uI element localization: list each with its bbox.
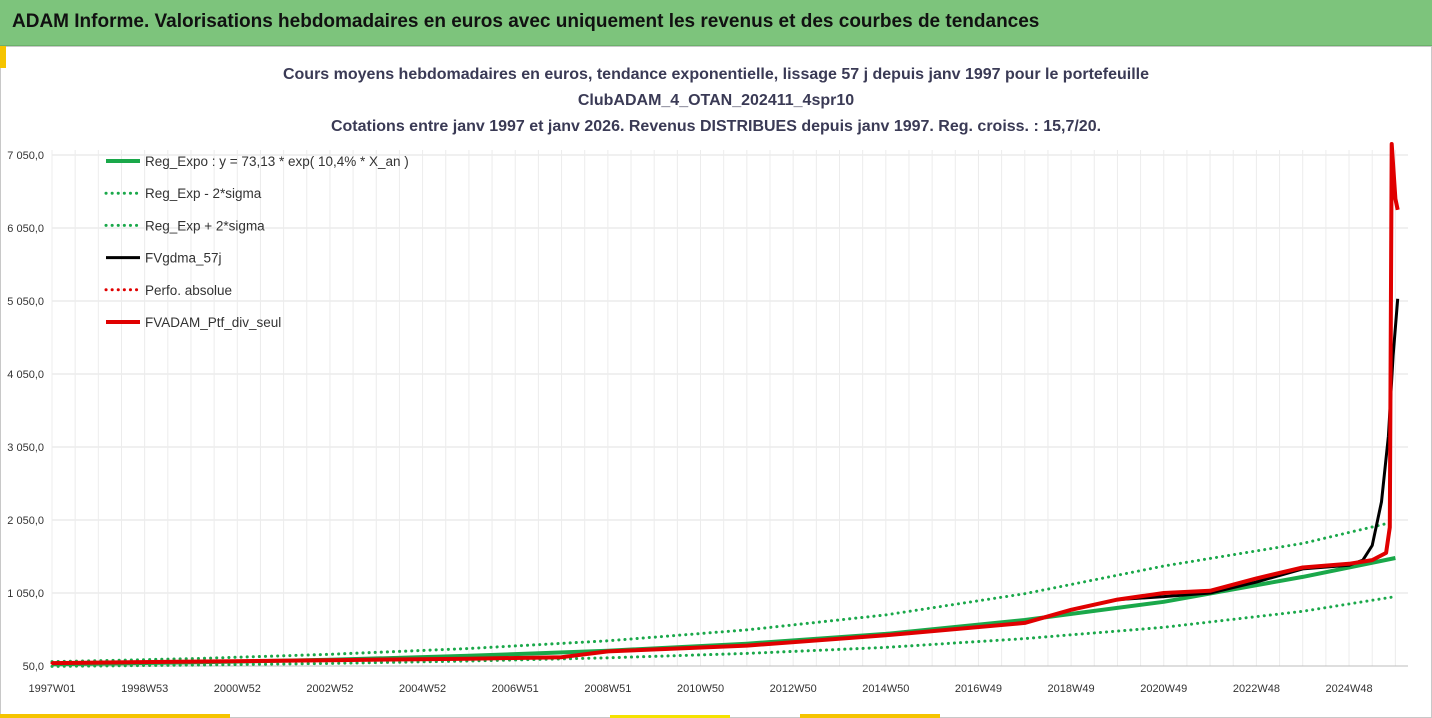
chart-title-line-2: ClubADAM_4_OTAN_202411_4spr10 [577,92,855,109]
y-tick-label: 5 050,0 [7,296,44,308]
x-tick-label: 2008W51 [584,683,631,695]
y-tick-label: 2 050,0 [7,515,44,527]
series-line-fvadam-ptf-div-seul [51,142,1400,666]
x-tick-label: 2024W48 [1325,683,1372,695]
x-tick-label: 2020W49 [1140,683,1187,695]
page-header: ADAM Informe. Valorisations hebdomadaire… [0,0,1432,46]
legend-label: FVgdma_57j [145,251,222,266]
legend-label: Perfo. absolue [145,283,232,298]
chart-title-line-3: Cotations entre janv 1997 et janv 2026. … [330,118,1102,135]
accent-bar-bottom-right [800,714,940,718]
series-line-reg-exp-2-sigma [50,595,1397,668]
x-tick-label: 2016W49 [955,683,1002,695]
x-tick-label: 2018W49 [1048,683,1095,695]
x-tick-label: 2002W52 [306,683,353,695]
series-line-reg-exp-2-sigma [50,520,1397,664]
y-tick-label: 3 050,0 [7,442,44,454]
legend-label: Reg_Exp - 2*sigma [145,186,262,201]
y-tick-label: 4 050,0 [7,369,44,381]
legend-label: Reg_Exp + 2*sigma [145,218,265,233]
x-tick-label: 2004W52 [399,683,446,695]
x-tick-label: 1997W01 [28,683,75,695]
x-tick-label: 2014W50 [862,683,909,695]
legend-label: FVADAM_Ptf_div_seul [145,315,281,330]
x-tick-label: 2012W50 [770,683,817,695]
page-title: ADAM Informe. Valorisations hebdomadaire… [12,11,1040,32]
y-tick-label: 50,0 [23,661,44,673]
x-tick-label: 2000W52 [214,683,261,695]
y-tick-label: 7 050,0 [7,150,44,162]
x-tick-label: 2006W51 [492,683,539,695]
legend-label: Reg_Expo : y = 73,13 * exp( 10,4% * X_an… [145,154,409,169]
x-tick-label: 2010W50 [677,683,724,695]
y-tick-label: 1 050,0 [7,588,44,600]
accent-corner-top-left [0,46,6,68]
y-tick-label: 6 050,0 [7,223,44,235]
accent-bar-bottom-left [0,714,230,718]
accent-bar-bottom-middle [610,715,730,718]
x-tick-label: 2022W48 [1233,683,1280,695]
series-line-fvgdma-57j [51,298,1400,665]
x-tick-label: 1998W53 [121,683,168,695]
chart-title-line-1: Cours moyens hebdomadaires en euros, ten… [282,66,1150,83]
